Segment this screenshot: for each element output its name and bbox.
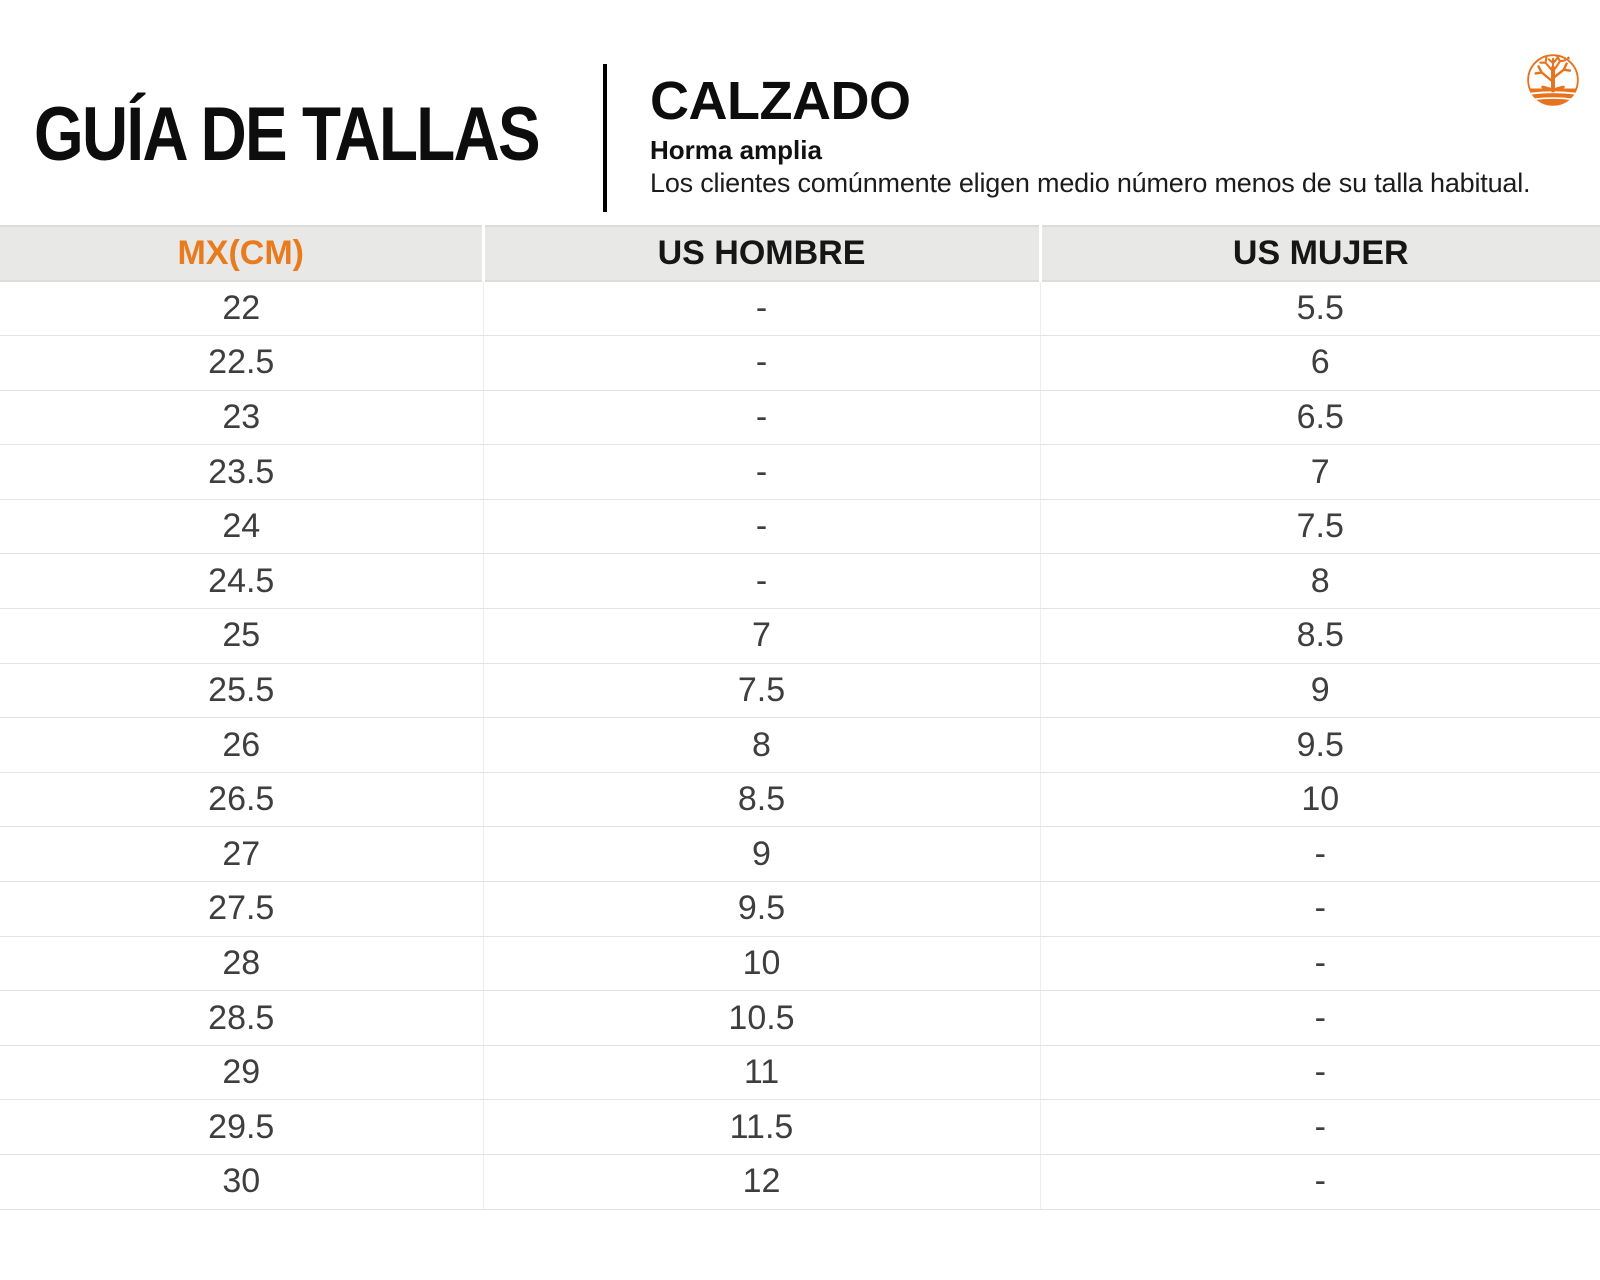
mx-cell: 27 <box>0 826 483 883</box>
us-hombre-cell: - <box>482 499 1040 555</box>
us-hombre-cell: 11 <box>482 1045 1040 1101</box>
us-hombre-cell: - <box>482 335 1040 391</box>
size-table: MX(CM) US HOMBRE US MUJER 22-5.5 22.5-6 23… <box>0 225 1600 1210</box>
table-row: 29 11- <box>0 1045 1600 1101</box>
mx-cell: 27.5 <box>0 881 483 937</box>
size-table-body: 22-5.5 22.5-6 23-6.5 23.5-7 24-7.5 24.5-8 25 7 8… <box>0 281 1600 1210</box>
mx-cell: 29 <box>0 1045 483 1101</box>
page-title: GUÍA DE TALLAS <box>34 92 541 177</box>
mx-cell: 23.5 <box>0 444 483 500</box>
mx-cell: 28 <box>0 936 483 992</box>
us-hombre-cell: 8 <box>482 717 1040 773</box>
table-row: 23-6.5 <box>0 390 1600 446</box>
table-row: 28 10- <box>0 936 1600 992</box>
us-mujer-cell: - <box>1039 826 1600 883</box>
table-row: 26.5 8.5 10 <box>0 772 1600 828</box>
column-header-mx: MX(CM) <box>0 225 483 282</box>
mx-cell: 24.5 <box>0 553 483 610</box>
us-hombre-cell: - <box>482 281 1040 337</box>
us-hombre-cell: - <box>482 444 1040 500</box>
us-hombre-cell: 9.5 <box>482 881 1040 937</box>
us-hombre-cell: 8.5 <box>482 772 1040 828</box>
mx-cell: 30 <box>0 1154 483 1210</box>
table-row: 25.5 7.5 9 <box>0 663 1600 719</box>
us-mujer-cell: - <box>1039 990 1600 1046</box>
us-mujer-cell: 6.5 <box>1039 390 1600 446</box>
us-hombre-cell: 11.5 <box>482 1099 1040 1155</box>
us-mujer-cell: - <box>1039 936 1600 992</box>
table-row: 29.5 11.5- <box>0 1099 1600 1155</box>
mx-cell: 22.5 <box>0 335 483 391</box>
vertical-divider <box>603 64 607 212</box>
us-mujer-cell: 8 <box>1039 553 1600 610</box>
table-row: 28.5 10.5- <box>0 990 1600 1046</box>
mx-cell: 25 <box>0 608 483 664</box>
us-hombre-cell: 12 <box>482 1154 1040 1210</box>
us-hombre-cell: - <box>482 553 1040 610</box>
us-hombre-cell: 10 <box>482 936 1040 992</box>
table-row: 27.5 9.5- <box>0 881 1600 937</box>
mx-cell: 26.5 <box>0 772 483 828</box>
table-row: 24-7.5 <box>0 499 1600 555</box>
column-header-us-hombre: US HOMBRE <box>481 225 1040 282</box>
us-hombre-cell: 7.5 <box>482 663 1040 719</box>
mx-cell: 24 <box>0 499 483 555</box>
us-mujer-cell: 8.5 <box>1039 608 1600 664</box>
us-mujer-cell: 5.5 <box>1039 281 1600 337</box>
table-row: 22.5-6 <box>0 335 1600 391</box>
mx-cell: 28.5 <box>0 990 483 1046</box>
mx-cell: 26 <box>0 717 483 773</box>
timberland-tree-icon <box>1527 54 1579 106</box>
us-hombre-cell: 10.5 <box>482 990 1040 1046</box>
us-hombre-cell: 9 <box>482 826 1040 883</box>
us-mujer-cell: 6 <box>1039 335 1600 391</box>
table-row: 22-5.5 <box>0 281 1600 337</box>
us-mujer-cell: - <box>1039 1154 1600 1210</box>
us-hombre-cell: - <box>482 390 1040 446</box>
fit-note: Los clientes comúnmente eligen medio núm… <box>650 168 1531 198</box>
table-row: 23.5-7 <box>0 444 1600 500</box>
mx-cell: 23 <box>0 390 483 446</box>
column-header-us-mujer: US MUJER <box>1038 225 1600 282</box>
table-row: 24.5-8 <box>0 553 1600 610</box>
us-mujer-cell: - <box>1039 1099 1600 1155</box>
us-mujer-cell: - <box>1039 881 1600 937</box>
table-row: 30 12- <box>0 1154 1600 1210</box>
mx-cell: 29.5 <box>0 1099 483 1155</box>
mx-cell: 22 <box>0 281 483 337</box>
table-row: 26 8 9.5 <box>0 717 1600 773</box>
category-title: CALZADO <box>650 71 911 131</box>
us-mujer-cell: - <box>1039 1045 1600 1101</box>
us-mujer-cell: 7.5 <box>1039 499 1600 555</box>
mx-cell: 25.5 <box>0 663 483 719</box>
table-header-row: MX(CM) US HOMBRE US MUJER <box>0 225 1600 282</box>
us-mujer-cell: 9 <box>1039 663 1600 719</box>
table-row: 25 7 8.5 <box>0 608 1600 664</box>
us-mujer-cell: 9.5 <box>1039 717 1600 773</box>
us-mujer-cell: 10 <box>1039 772 1600 828</box>
fit-label: Horma amplia <box>650 135 822 165</box>
us-mujer-cell: 7 <box>1039 444 1600 500</box>
us-hombre-cell: 7 <box>482 608 1040 664</box>
table-row: 27 9- <box>0 826 1600 883</box>
